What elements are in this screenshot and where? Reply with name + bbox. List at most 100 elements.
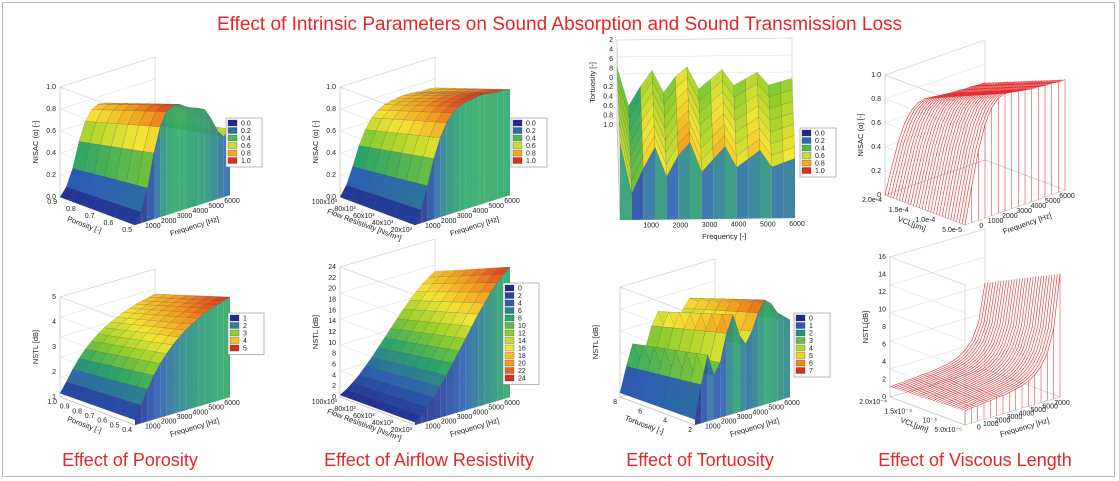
legend-swatch xyxy=(512,157,523,164)
legend-swatch xyxy=(504,329,515,337)
surface-skirt xyxy=(446,363,453,416)
plot-axes xyxy=(59,56,231,226)
z-tick-label: 1.0 xyxy=(603,122,613,129)
z-tick-label: 8 xyxy=(882,324,886,331)
surface-skirt xyxy=(217,300,224,401)
surface-line xyxy=(954,275,1050,408)
surface-skirt xyxy=(484,292,491,405)
surface-skirt xyxy=(707,355,714,422)
y-tick-label: 5.0x10⁻⁵ xyxy=(934,427,962,434)
y-tick-label: 80x10³ xyxy=(334,206,356,213)
y-tick-label: 1.5e-4 xyxy=(889,207,909,214)
z-tick-label: 6 xyxy=(332,362,336,369)
z-tick-label: 0 xyxy=(332,394,336,401)
legend-swatch xyxy=(227,127,238,134)
x-tick-label: 4000 xyxy=(1019,411,1035,418)
surface-line xyxy=(927,80,1028,212)
surface-line xyxy=(887,82,988,197)
x-tick-label: 3000 xyxy=(457,414,473,421)
z-tick-label: 0.8 xyxy=(326,106,336,113)
surface-line xyxy=(930,277,1026,401)
z-tick-label: 6 xyxy=(882,342,886,349)
surface-line xyxy=(890,82,991,198)
surface-skirt xyxy=(427,158,434,221)
caption-airflow-resistivity: Effect of Airflow Resistivity xyxy=(324,450,534,470)
z-tick-label: 0.8 xyxy=(871,96,881,103)
surface-skirt xyxy=(733,314,740,414)
legend-label: 5 xyxy=(243,346,247,353)
surface-skirt xyxy=(472,96,479,207)
x-tick-label: 4000 xyxy=(731,222,747,229)
legend-label: 0.6 xyxy=(526,143,536,150)
legend-swatch xyxy=(512,149,523,157)
surface-skirt xyxy=(760,150,772,219)
x-tick-label: 6000 xyxy=(1059,193,1075,200)
y-tick-label: 0.7 xyxy=(85,213,95,220)
y-tick-label: 2.0x10⁻⁴ xyxy=(859,399,887,406)
legend-swatch xyxy=(227,119,238,127)
legend-label: 16 xyxy=(518,346,526,353)
y-tick-label: 20x10³ xyxy=(391,227,413,234)
surface-skirt xyxy=(701,355,708,424)
z-tick-label: 1 xyxy=(52,394,56,401)
surface-skirt xyxy=(154,363,161,420)
x-tick-label: 2000 xyxy=(161,419,177,426)
surface-line xyxy=(947,79,1048,219)
z-axis-label: Tortuosity [-] xyxy=(588,62,597,103)
z-tick-label: 24 xyxy=(328,264,336,271)
z-tick-label: 0.2 xyxy=(871,168,881,175)
legend-label: 0.6 xyxy=(815,153,825,160)
legend-swatch xyxy=(795,314,806,322)
plot-axes xyxy=(339,56,511,226)
legend-label: 4 xyxy=(243,338,247,345)
legend-label: 7 xyxy=(809,368,813,375)
x-tick-label: 6000 xyxy=(224,198,240,205)
legend-label: 0.2 xyxy=(241,128,251,135)
surface-line xyxy=(924,80,1026,211)
surface-line xyxy=(904,81,1006,203)
legend-swatch xyxy=(795,352,806,359)
x-tick-label: 5000 xyxy=(488,203,504,210)
surface-skirt xyxy=(192,318,199,409)
x-tick-label: 1000 xyxy=(425,423,441,430)
x-tick-label: 5000 xyxy=(768,405,784,412)
z-tick-label: 18 xyxy=(328,297,336,304)
surface-line xyxy=(938,80,1040,216)
x-tick-label: 2000 xyxy=(673,222,689,229)
figure-title: Effect of Intrinsic Parameters on Sound … xyxy=(216,14,903,35)
z-axis-label: NSTL [dB] xyxy=(591,325,600,359)
z-axis-label: NSTL [dB] xyxy=(31,330,40,364)
y-tick-label: 2 xyxy=(688,427,692,434)
z-axis-label: NISAC (α) [-] xyxy=(311,120,320,163)
surface-skirt xyxy=(695,384,702,425)
surface-skirt xyxy=(173,104,180,213)
y-tick-label: 0.6 xyxy=(97,418,107,425)
y-axis-label: Tortuosity [-] xyxy=(624,413,665,436)
z-tick-label: 0.6 xyxy=(326,128,336,135)
x-tick-label: 2000 xyxy=(1002,213,1018,220)
legend-label: 20 xyxy=(518,361,526,368)
surface-skirt xyxy=(198,108,205,205)
y-tick-label: 100x10³ xyxy=(312,199,338,206)
x-tick-label: 6000 xyxy=(504,198,520,205)
y-tick-label: 0.8 xyxy=(72,408,82,415)
z-tick-label: 5 xyxy=(52,294,56,301)
x-tick-label: 5000 xyxy=(1045,198,1061,205)
chart-flow-resistivity-nstl: 0246810121416182022241000200030004000500… xyxy=(311,238,540,443)
surface-skirt xyxy=(217,130,224,199)
surface-line xyxy=(896,81,997,200)
y-tick-label: 1.0 xyxy=(47,399,57,406)
x-tick-label: 1000 xyxy=(425,223,441,230)
x-tick-label: 1000 xyxy=(988,218,1004,225)
surface-skirt xyxy=(453,106,460,213)
z-tick-label: 16 xyxy=(328,307,336,314)
surface-skirt xyxy=(678,142,690,220)
x-tick-label: 7000 xyxy=(1054,400,1070,407)
legend-swatch xyxy=(227,142,238,149)
legend-label: 2 xyxy=(809,331,813,338)
x-tick-label: 0 xyxy=(979,223,983,230)
gridline xyxy=(616,54,793,153)
legend-label: 5 xyxy=(809,353,813,360)
legend-swatch xyxy=(801,129,812,137)
